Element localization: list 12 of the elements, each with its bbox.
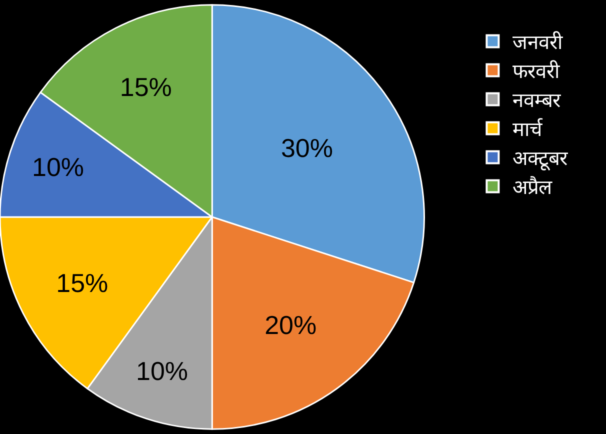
data-label: 15%	[120, 72, 172, 102]
legend-label: जनवरी	[512, 30, 564, 54]
data-label: 10%	[136, 356, 188, 386]
legend-label: मार्च	[512, 117, 544, 141]
data-label: 30%	[280, 133, 333, 164]
legend-label: अक्टूबर	[512, 146, 569, 171]
data-label: 10%	[32, 152, 84, 182]
data-label: 20%	[264, 310, 317, 340]
legend-label: फरवरी	[512, 59, 561, 83]
legend-label: अप्रैल	[512, 175, 553, 199]
legend-label: नवम्बर	[512, 88, 562, 112]
data-label: 15%	[56, 268, 108, 298]
